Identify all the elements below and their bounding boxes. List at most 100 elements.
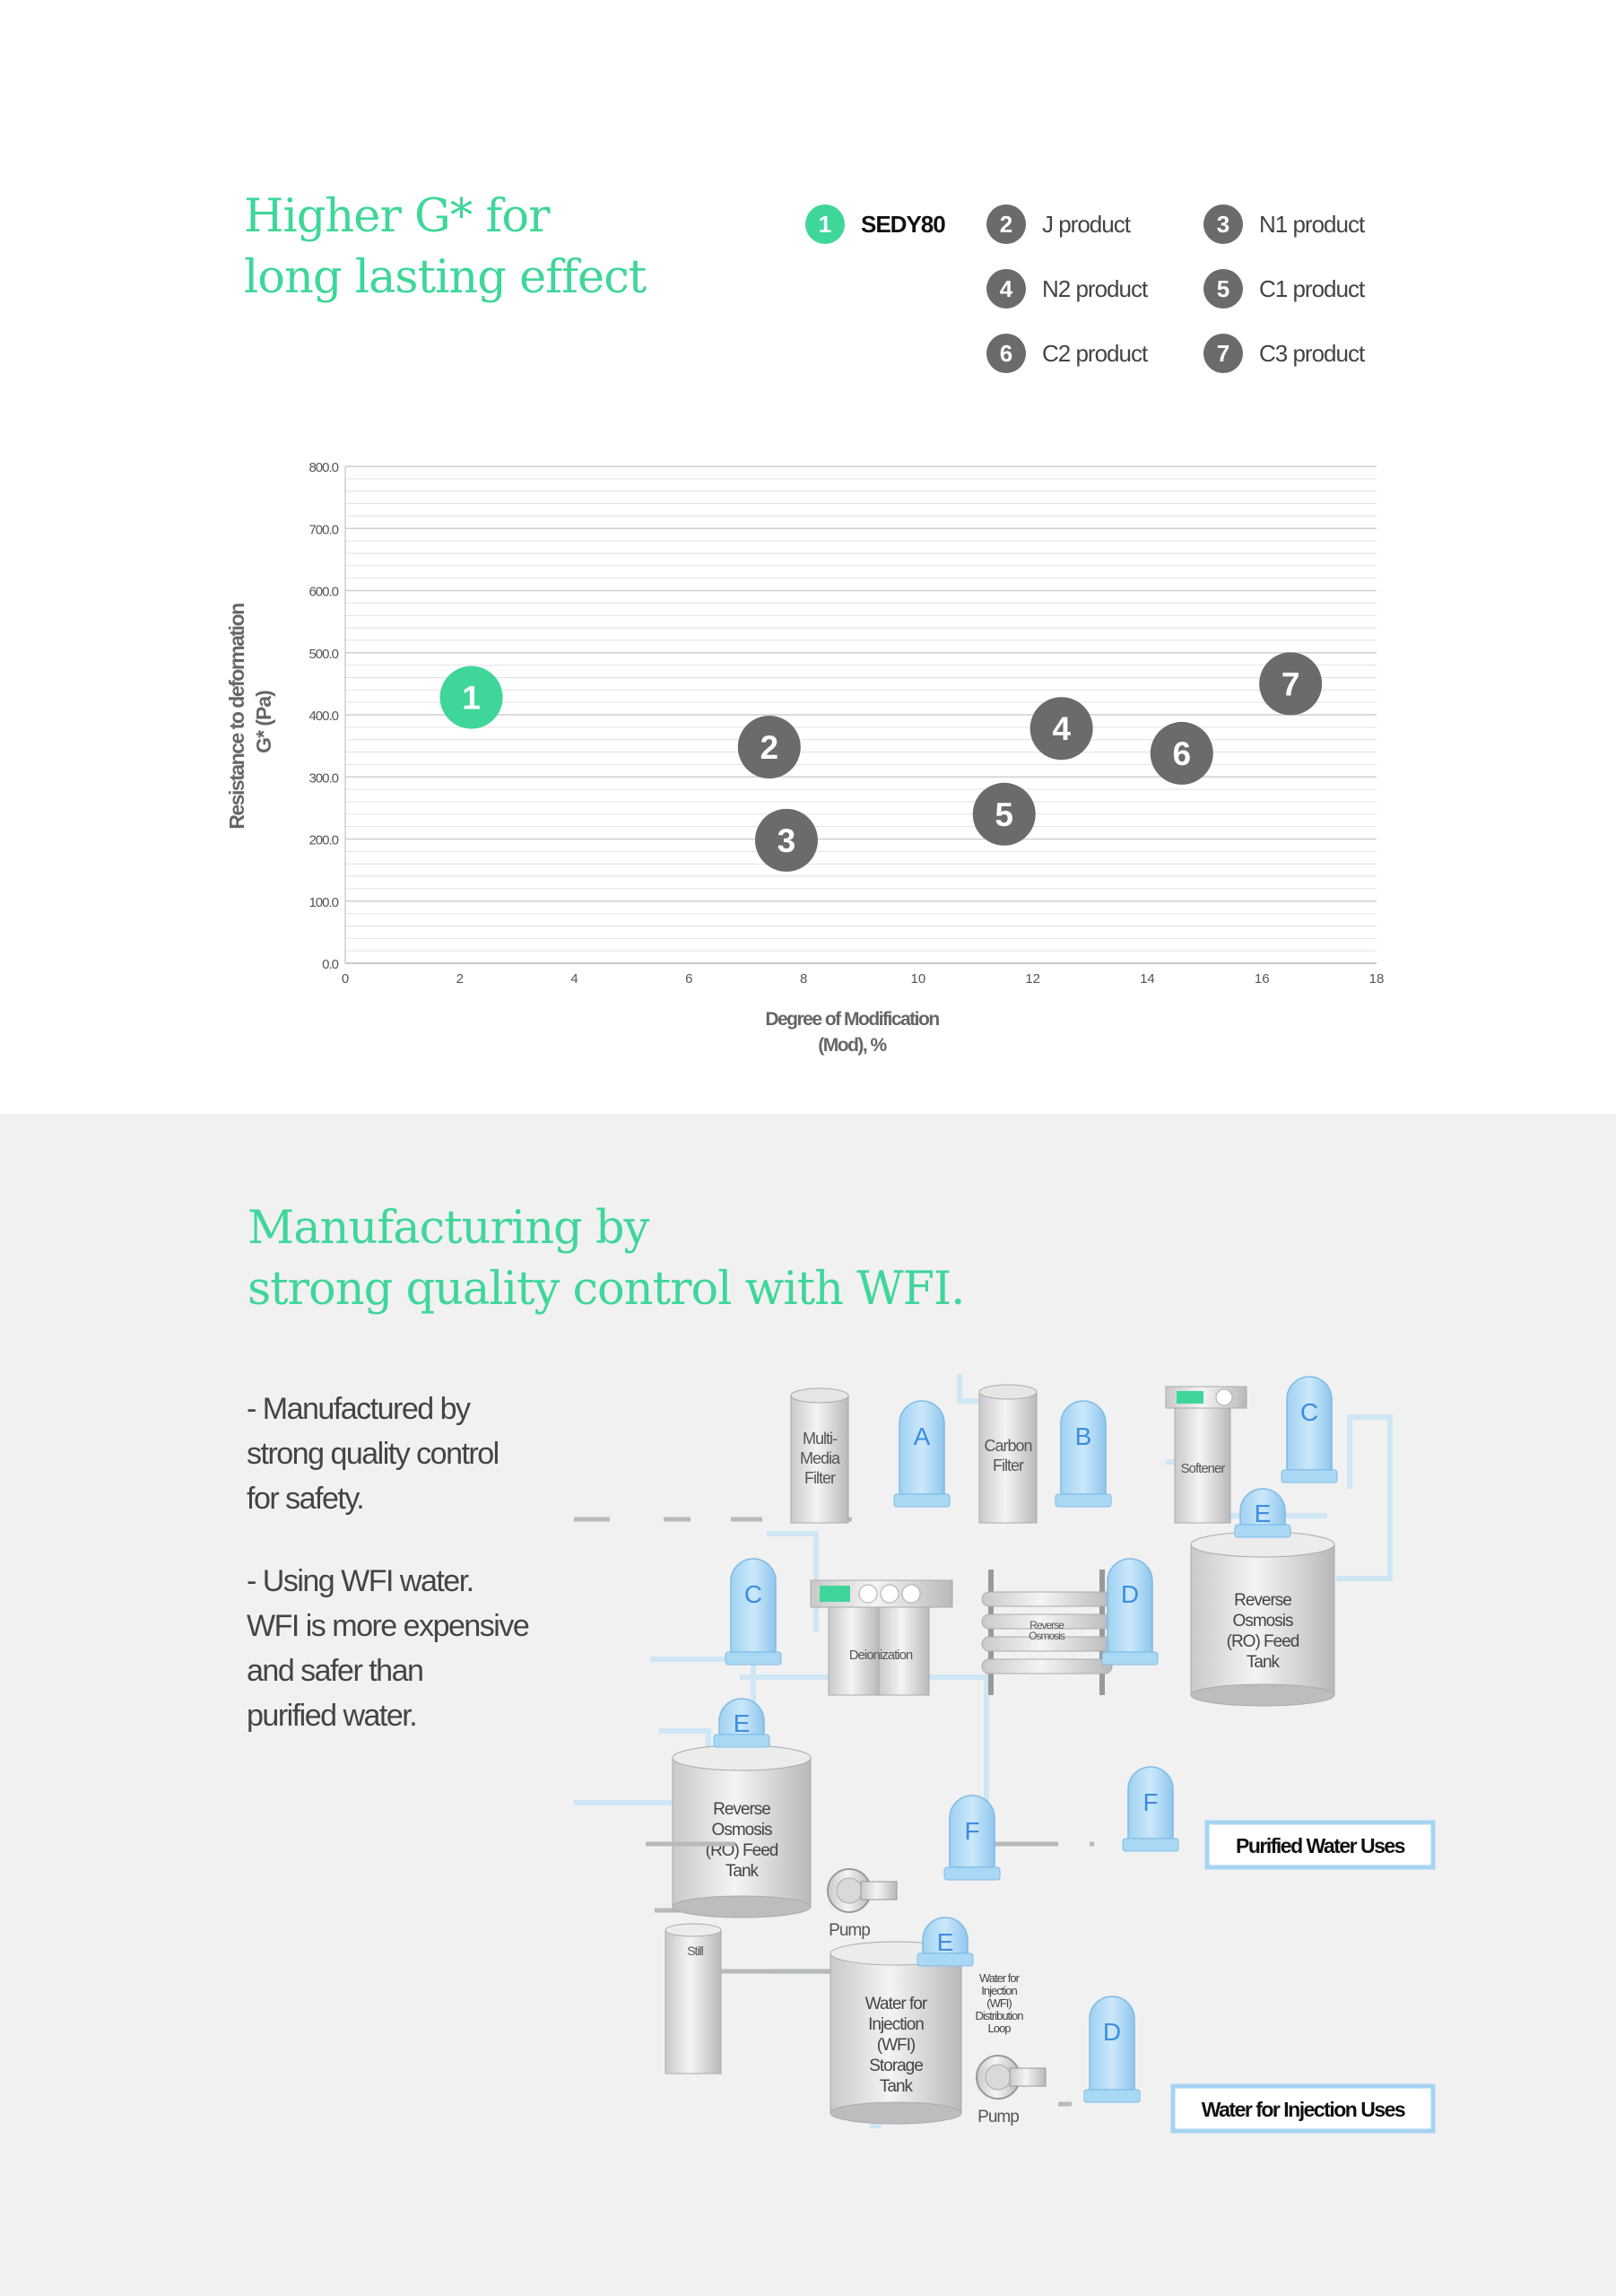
data-point-6: [1150, 721, 1213, 785]
y-tick-label: 0.0: [322, 957, 339, 972]
filter-letter: A: [914, 1422, 931, 1450]
filter-housing-e: E: [713, 1698, 770, 1748]
data-point-label-3: 3: [778, 822, 796, 859]
x-tick-label: 14: [1140, 971, 1155, 987]
pump-2-label: Pump: [829, 1921, 870, 1940]
legend-marker: 5: [1203, 269, 1243, 309]
ro1-label-2: Osmosis: [1233, 1612, 1293, 1631]
filter-housing-e: E: [917, 1917, 974, 1967]
ro2-label-4: Tank: [725, 1862, 760, 1881]
filter-housing-f: F: [1122, 1766, 1179, 1852]
filter-letter: F: [1142, 1788, 1158, 1816]
legend-item-2: 2 J product: [986, 204, 1131, 244]
ro2-label-2: Osmosis: [712, 1821, 772, 1839]
x-tick-label: 18: [1369, 971, 1385, 987]
filter-letter: E: [937, 1928, 954, 1956]
wfi-tank-label-3: (WFI): [877, 2036, 916, 2055]
legend-marker: 3: [1203, 204, 1243, 244]
ro2-label-1: Reverse: [713, 1800, 770, 1819]
mmf-label-3: Filter: [804, 1469, 836, 1487]
legend-marker: 2: [986, 204, 1026, 244]
ro-feed-tank-2: Reverse Osmosis (RO) Feed Tank: [672, 1744, 812, 1918]
data-point-5: [972, 782, 1036, 846]
x-axis-label: Degree of Modification: [765, 1009, 939, 1030]
wfi-tank-label-4: Storage: [869, 2057, 923, 2075]
y-tick-label: 500.0: [308, 647, 338, 662]
legend-label: N2 product: [1042, 274, 1148, 302]
still: Still: [665, 1923, 834, 2074]
data-point-label-4: 4: [1052, 710, 1071, 747]
y-tick-label: 700.0: [308, 522, 338, 537]
x-tick-label: 16: [1255, 971, 1270, 987]
x-tick-label: 12: [1025, 971, 1040, 987]
filter-letter: F: [964, 1817, 979, 1845]
filter-letter: D: [1121, 1580, 1139, 1608]
loop-label-5: Loop: [988, 2022, 1012, 2035]
legend-item-6: 6 C2 product: [986, 334, 1148, 373]
data-point-label-7: 7: [1282, 665, 1300, 702]
legend-label: C1 product: [1259, 274, 1365, 302]
data-point-4: [1030, 697, 1093, 761]
mmf-label-1: Multi-: [803, 1430, 838, 1448]
carbon-label-2: Filter: [993, 1457, 1024, 1474]
legend-label: N1 product: [1259, 210, 1365, 238]
softener: Softener: [1165, 1386, 1247, 1524]
legend-item-5: 5 C1 product: [1203, 269, 1365, 309]
y-tick-label: 300.0: [308, 770, 338, 786]
ro-unit-label-2: Osmosis: [1029, 1630, 1065, 1642]
filter-housing-c: C: [1281, 1376, 1338, 1483]
data-point-7: [1259, 652, 1323, 716]
chart-section-title: Higher G* for long lasting effect: [244, 190, 647, 304]
filter-housing-a: A: [893, 1400, 951, 1508]
wfi-tank-label-1: Water for: [865, 1995, 928, 2013]
y-tick-label: 200.0: [308, 833, 338, 848]
pump-3: Pump: [976, 2055, 1047, 2126]
y-tick-label: 800.0: [308, 460, 338, 475]
loop-label-2: Injection: [981, 1984, 1017, 1997]
legend-marker: 1: [805, 204, 845, 244]
filter-housing-d: D: [1083, 1996, 1141, 2103]
data-point-label-1: 1: [462, 680, 481, 717]
purified-water-uses-box: Purified Water Uses: [1204, 1820, 1436, 1870]
wfi-uses-label: Water for Injection Uses: [1202, 2098, 1405, 2121]
pump-2: Pump: [827, 1868, 898, 1940]
legend-item-1: 1 SEDY80: [805, 204, 946, 244]
data-point-label-2: 2: [760, 729, 778, 766]
wfi-uses-box: Water for Injection Uses: [1170, 2083, 1436, 2134]
mmf-label-2: Media: [800, 1449, 841, 1467]
softener-label: Softener: [1181, 1461, 1226, 1476]
wfi-tank-label-2: Injection: [868, 2015, 924, 2034]
data-point-1: [439, 665, 503, 729]
x-tick-label: 4: [570, 971, 578, 987]
bullet-manufactured: - Manufactured by strong quality control…: [247, 1392, 500, 1516]
multi-media-filter: Multi- Media Filter: [790, 1387, 849, 1524]
filter-housing-f: F: [943, 1795, 1001, 1881]
filter-letter: E: [734, 1709, 751, 1737]
ro1-label-1: Reverse: [1234, 1591, 1291, 1610]
x-tick-label: 6: [685, 971, 692, 987]
legend-label: SEDY80: [861, 210, 946, 238]
x-tick-label: 0: [342, 971, 349, 987]
deionization-label: Deionization: [849, 1648, 913, 1663]
x-tick-label: 8: [800, 971, 807, 987]
data-point-label-6: 6: [1172, 735, 1191, 772]
manufacturing-title: Manufacturing by strong quality control …: [248, 1202, 965, 1316]
filter-housing-b: B: [1055, 1400, 1112, 1508]
filter-letter: C: [1300, 1398, 1318, 1426]
x-axis-label: (Mod), %: [818, 1035, 887, 1056]
carbon-label-1: Carbon: [984, 1437, 1031, 1455]
legend-marker: 4: [986, 269, 1026, 309]
data-point-3: [754, 808, 818, 872]
bullet-wfi: - Using WFI water. WFI is more expensive…: [247, 1564, 530, 1733]
y-axis-label: Resistance to deformation: [225, 604, 248, 830]
reverse-osmosis-unit: Reverse Osmosis: [981, 1570, 1113, 1695]
ro-feed-tank-1: Reverse Osmosis (RO) Feed Tank: [1190, 1531, 1335, 1707]
y-tick-label: 600.0: [308, 585, 338, 600]
loop-label-3: (WFI): [986, 1996, 1012, 2010]
wfi-tank-label-5: Tank: [880, 2077, 914, 2096]
filter-letter: B: [1075, 1422, 1092, 1450]
filter-housing-e: E: [1234, 1488, 1291, 1538]
legend-item-7: 7 C3 product: [1203, 334, 1365, 373]
data-point-2: [737, 716, 801, 779]
filter-housings: A B C E C D E F F E D: [713, 1376, 1338, 2103]
